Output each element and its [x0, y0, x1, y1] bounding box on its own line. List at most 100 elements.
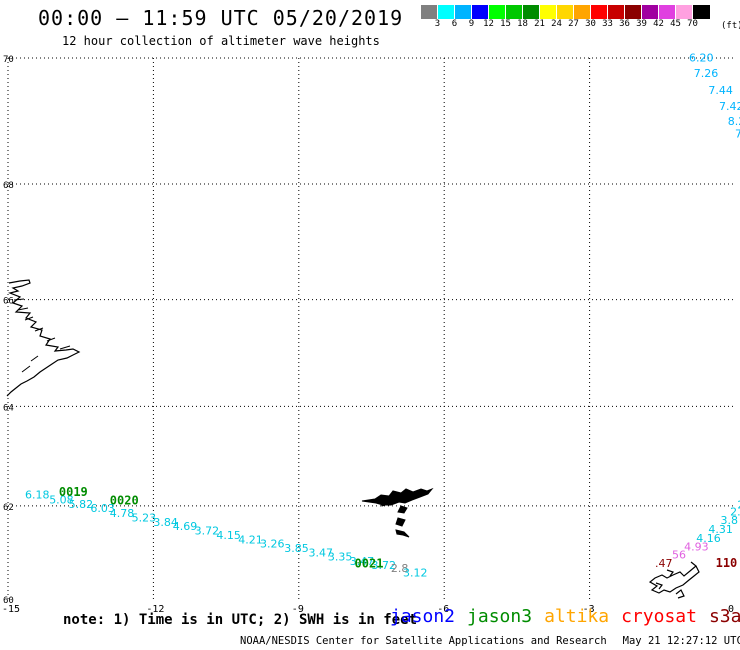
- iceland-coastline: [6, 279, 81, 397]
- legend-tick-label: 15: [500, 19, 511, 29]
- legend-swatch: [540, 5, 557, 19]
- swh-value-label: 3.47: [350, 555, 375, 568]
- legend-swatch: [557, 5, 574, 19]
- swh-value-label: 5.08: [49, 493, 74, 506]
- swh-value-label: 4.16: [696, 532, 721, 545]
- footer-credit: NOAA/NESDIS Center for Satellite Applica…: [240, 635, 607, 647]
- swh-value-label: 7: [735, 127, 740, 140]
- pass-labels: 0019 0020 0021 110: [59, 485, 737, 570]
- iceland-fjords: [13, 298, 71, 373]
- swh-value-label: 6.03: [90, 502, 115, 515]
- legend-swatch: [625, 5, 642, 19]
- legend-ticks: 3 6 9 12 15 18 21 24 27 30 33 36 39 42 45 70: [429, 19, 710, 29]
- legend-tick-label: 45: [670, 19, 681, 29]
- legend-swatch: [642, 5, 659, 19]
- legend-tick-label: 70: [687, 19, 698, 29]
- swh-value-label: 4.31: [708, 523, 733, 536]
- legend-swatch: [574, 5, 591, 19]
- swh-value-label: 4.69: [173, 520, 198, 533]
- legend-tick-label: 42: [653, 19, 664, 29]
- legend-tick-label: 12: [483, 19, 494, 29]
- legend-swatch: [608, 5, 625, 19]
- longitude-label: -6: [437, 604, 449, 615]
- legend-swatches: [421, 5, 710, 19]
- legend-tick-label: 36: [619, 19, 630, 29]
- satellite-legend-item: altika: [544, 606, 610, 627]
- longitude-label: -3: [583, 604, 595, 615]
- pass-number-label: 0019: [59, 485, 88, 499]
- legend-tick-label: 3: [434, 19, 441, 29]
- swh-value-label: 6.18: [25, 489, 50, 502]
- legend-tick-label: 30: [585, 19, 596, 29]
- latitude-label: 60: [3, 596, 14, 606]
- satellite-legend-item: cryosat: [621, 606, 697, 627]
- legend-tick-label: 21: [534, 19, 545, 29]
- map-title: 00:00 – 11:59 UTC 05/20/2019: [38, 6, 404, 30]
- legend-tick-label: 9: [468, 19, 475, 29]
- legend-tick-label: 33: [602, 19, 613, 29]
- legend-swatch: [489, 5, 506, 19]
- swh-value-label: 2: [737, 498, 740, 511]
- swh-value-label: 4.93: [684, 540, 709, 553]
- swh-value-label: 5.82: [69, 498, 94, 511]
- swh-value-label: 3.72: [195, 524, 220, 537]
- longitude-label: 0: [728, 604, 734, 615]
- swh-value-label: 3.8: [720, 514, 738, 527]
- satellite-legend-item: s3a: [708, 606, 740, 627]
- satellite-legend-item: jason3: [467, 606, 533, 627]
- swh-value-label: 3.84: [153, 516, 178, 529]
- swh-value-label: 7.44: [708, 84, 733, 97]
- legend-tick-label: 18: [517, 19, 528, 29]
- landmasses: [6, 279, 700, 599]
- legend-swatch: [693, 5, 710, 19]
- legend-tick-label: 27: [568, 19, 579, 29]
- swh-value-label: 3.26: [260, 538, 285, 551]
- legend-swatch: [472, 5, 489, 19]
- legend-swatch: [591, 5, 608, 19]
- pass-number-label: 110: [716, 556, 738, 570]
- swh-value-label: 4.15: [216, 529, 241, 542]
- longitude-label: -15: [2, 604, 20, 615]
- shetland-islands: [648, 561, 700, 599]
- swh-value-label: 8.2: [728, 115, 740, 128]
- swh-value-label: 3.47: [308, 546, 333, 559]
- legend-swatch: [455, 5, 472, 19]
- swh-value-label: 3.85: [284, 542, 309, 555]
- graticule: 706866646260-15-12-9-6-30: [2, 55, 735, 615]
- legend-swatch: [506, 5, 523, 19]
- footer-timestamp: May 21 12:27:12 UTC 2019: [622, 635, 740, 647]
- longitude-label: -9: [292, 604, 304, 615]
- swh-value-label: .47: [655, 557, 673, 570]
- swh-value-label: 2.8: [391, 562, 409, 575]
- swh-value-label: 4.21: [238, 533, 263, 546]
- legend-tick-label: 39: [636, 19, 647, 29]
- swh-value-label: 4.78: [110, 507, 135, 520]
- legend-tick-label: 6: [451, 19, 458, 29]
- faroe-islands: [361, 487, 434, 538]
- latitude-label: 66: [3, 297, 14, 307]
- latitude-label: 62: [3, 503, 14, 513]
- swh-value-label: 2.: [730, 505, 740, 518]
- swh-value-label: 3.35: [328, 551, 353, 564]
- satellite-legend-item: jason2: [390, 606, 456, 627]
- swh-value-label: 3.72: [372, 559, 397, 572]
- legend-tick-label: 24: [551, 19, 562, 29]
- latitude-label: 64: [3, 403, 14, 413]
- note-text: note: 1) Time is in UTC; 2) SWH is in fe…: [63, 612, 418, 628]
- swh-value-label: 7.42: [719, 100, 740, 113]
- footer: NOAA/NESDIS Center for Satellite Applica…: [240, 635, 740, 647]
- pass-number-label: 0020: [110, 493, 139, 507]
- map-subtitle: 12 hour collection of altimeter wave hei…: [62, 34, 380, 48]
- swh-value-label: 5.23: [132, 512, 157, 525]
- legend-swatch: [421, 5, 438, 19]
- swh-value-label: 6.20: [689, 51, 714, 64]
- legend-swatch: [659, 5, 676, 19]
- legend-swatch: [438, 5, 455, 19]
- latitude-label: 70: [3, 55, 14, 65]
- legend-unit: (ft): [721, 21, 740, 31]
- longitude-label: -12: [146, 604, 164, 615]
- legend-swatch: [676, 5, 693, 19]
- legend-swatch: [523, 5, 540, 19]
